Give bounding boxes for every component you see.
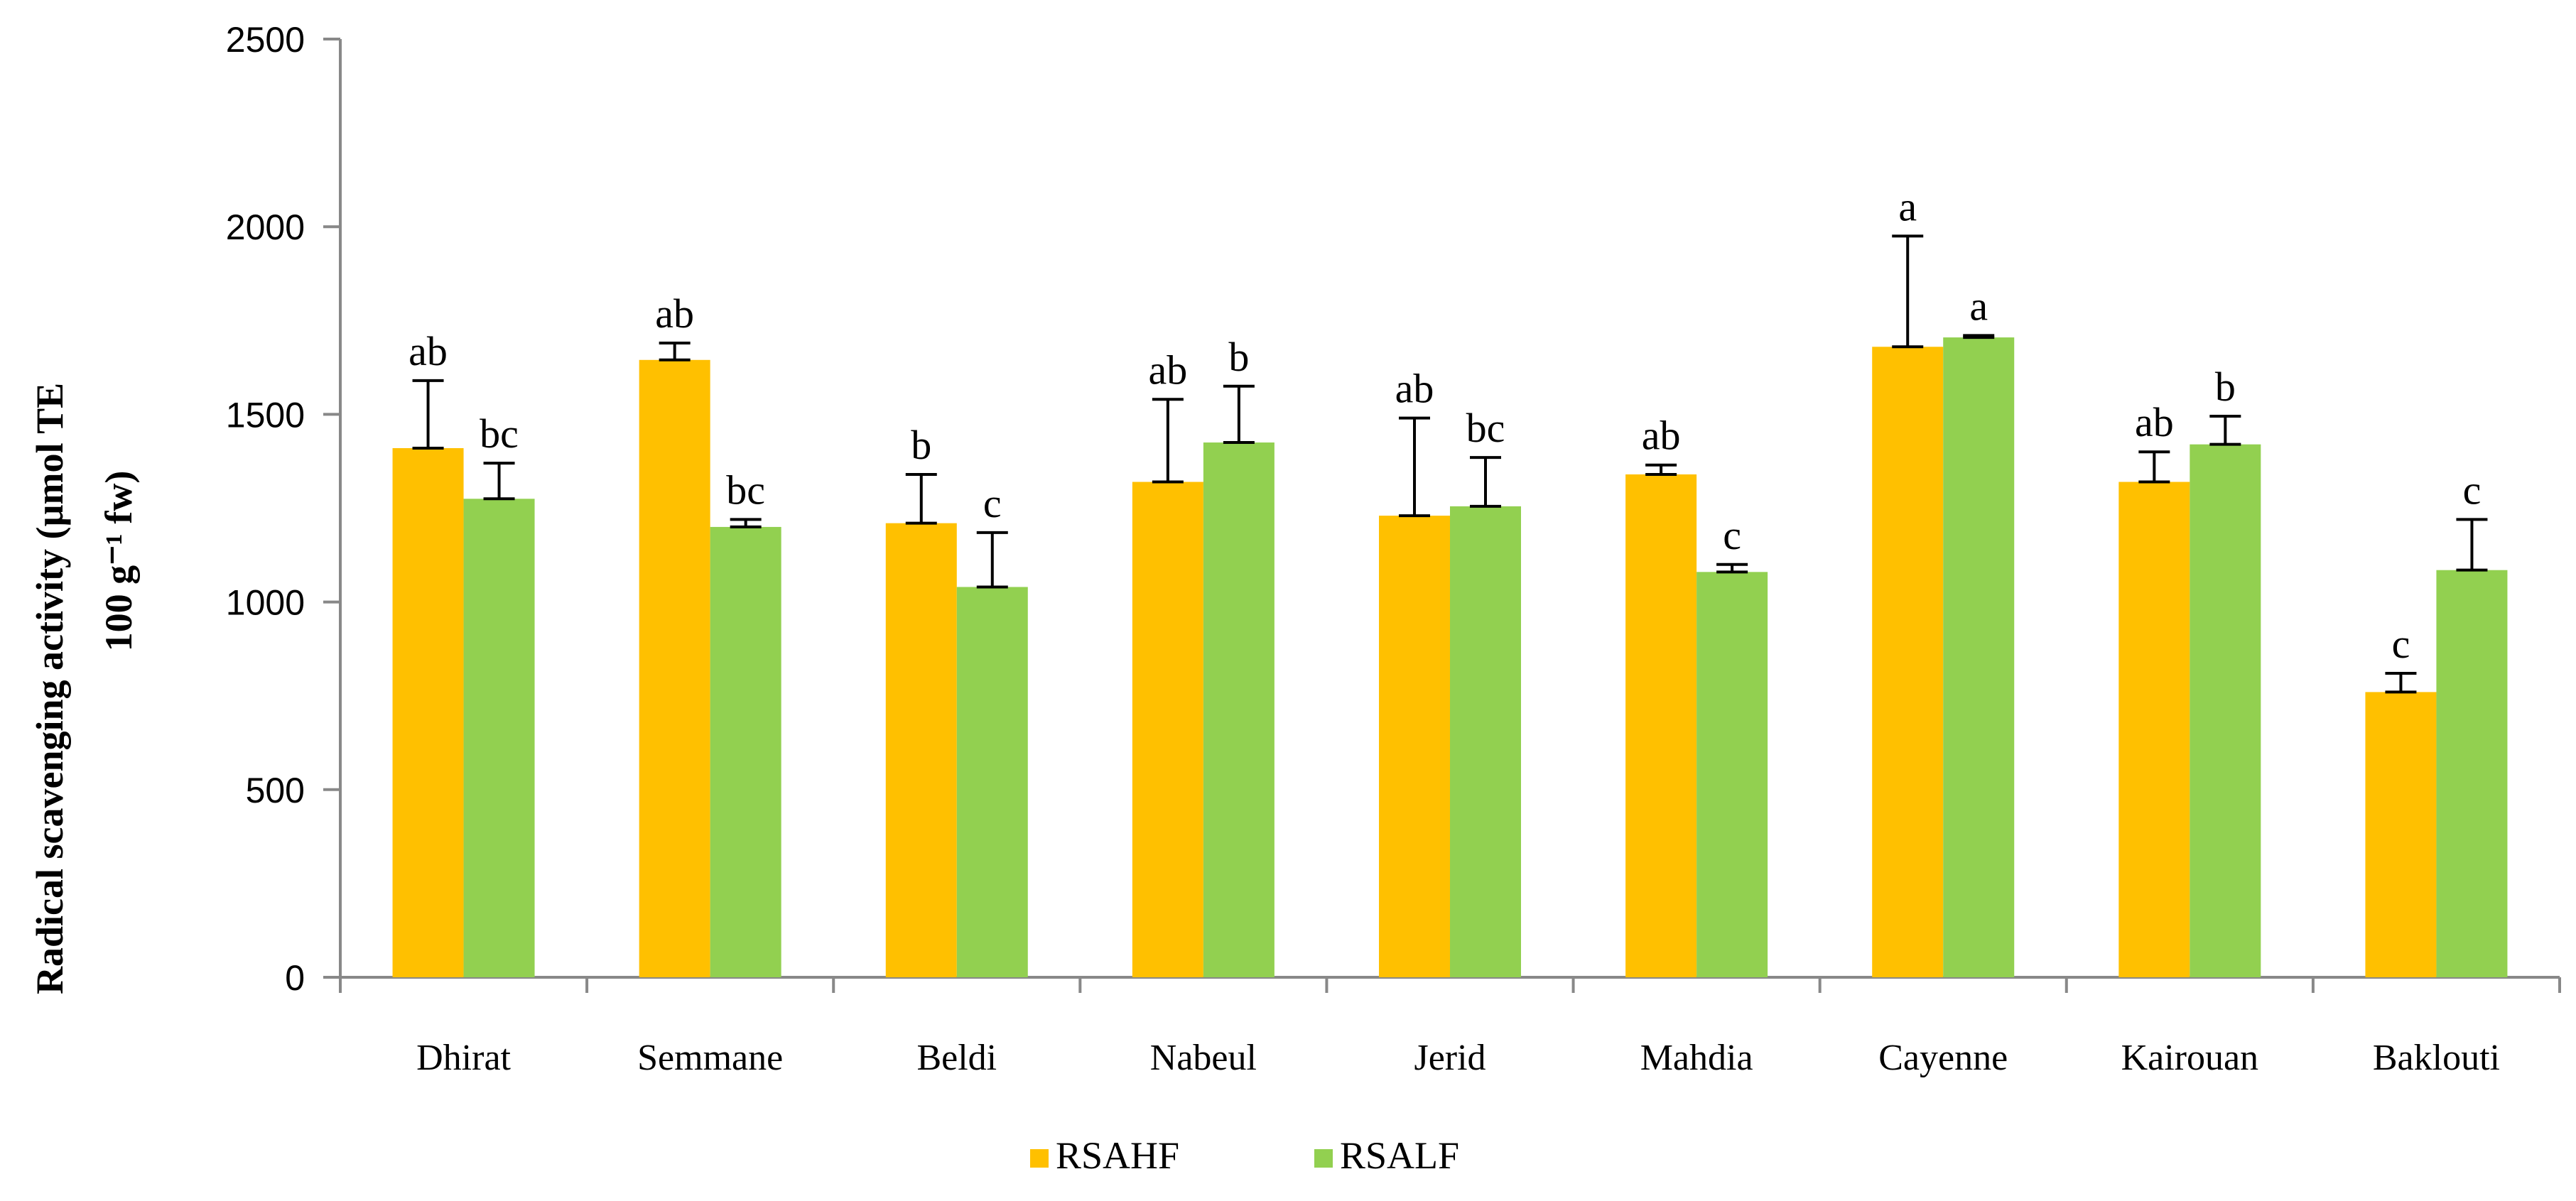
bar-rsahf: [1379, 516, 1450, 977]
bar-rsalf: [2436, 570, 2508, 977]
significance-letter: c: [2463, 467, 2482, 513]
y-tick-label: 1500: [226, 395, 305, 435]
x-tick-label: Beldi: [916, 1038, 997, 1078]
significance-letter: c: [983, 480, 1002, 526]
significance-letter: a: [1969, 283, 1988, 329]
bar-rsahf: [885, 523, 957, 977]
legend-label: RSALF: [1340, 1134, 1459, 1177]
legend: RSAHF RSALF: [1030, 1134, 1459, 1177]
x-tick-label: Cayenne: [1878, 1038, 2008, 1078]
bar-rsalf: [1450, 506, 1521, 977]
significance-letter: b: [1228, 334, 1249, 380]
x-tick-label: Jerid: [1414, 1038, 1485, 1078]
y-tick-label: 0: [285, 958, 305, 998]
bar-rsahf: [1132, 482, 1203, 977]
significance-letter: bc: [726, 467, 765, 513]
bar-rsalf: [956, 587, 1028, 977]
bar-rsalf: [1943, 337, 2015, 977]
significance-letter: bc: [480, 411, 519, 457]
significance-letter: ab: [1149, 347, 1188, 393]
bar-rsahf: [2365, 692, 2437, 977]
significance-letter: bc: [1466, 405, 1505, 451]
x-tick-label: Dhirat: [416, 1038, 511, 1078]
x-tick-label: Mahdia: [1640, 1038, 1753, 1078]
y-tick-label: 2500: [226, 20, 305, 60]
y-tick-label: 500: [246, 771, 305, 810]
bar-rsalf: [1696, 572, 1768, 977]
significance-letter: ab: [1395, 366, 1434, 412]
bar-rsalf: [710, 526, 781, 977]
significance-letter: c: [2392, 621, 2410, 667]
bar-rsahf: [639, 359, 710, 978]
significance-letter: ab: [408, 328, 448, 374]
y-tick-label: 1000: [226, 583, 305, 623]
bar-rsahf: [2118, 482, 2190, 977]
bar-rsahf: [1872, 347, 1944, 978]
significance-letter: ab: [655, 290, 694, 337]
bar-rsalf: [2190, 444, 2261, 977]
significance-letter: b: [2215, 364, 2236, 410]
y-tick-label: 2000: [226, 207, 305, 247]
bar-rsahf: [1625, 474, 1697, 977]
legend-swatch-rsalf: [1314, 1149, 1333, 1168]
significance-letter: ab: [1642, 413, 1681, 459]
bar-rsahf: [392, 447, 464, 977]
significance-letter: b: [911, 422, 931, 468]
x-tick-label: Baklouti: [2373, 1038, 2500, 1078]
significance-letter: c: [1723, 512, 1741, 558]
significance-letter: ab: [2135, 399, 2174, 445]
significance-letter: a: [1898, 183, 1917, 229]
x-tick-label: Semmane: [637, 1038, 783, 1078]
bar-rsalf: [1203, 442, 1275, 977]
y-axis-label-line1: Radical scavenging activity (µmol TE: [28, 383, 71, 994]
legend-label: RSAHF: [1056, 1134, 1179, 1177]
y-axis-label: Radical scavenging activity (µmol TE 100…: [28, 383, 140, 994]
legend-swatch-rsahf: [1030, 1149, 1049, 1168]
x-tick-label: Kairouan: [2121, 1038, 2258, 1078]
x-tick-label: Nabeul: [1150, 1038, 1257, 1078]
bar-rsalf: [463, 499, 535, 977]
y-axis-label-line2: 100 g⁻¹ fw): [97, 471, 140, 652]
